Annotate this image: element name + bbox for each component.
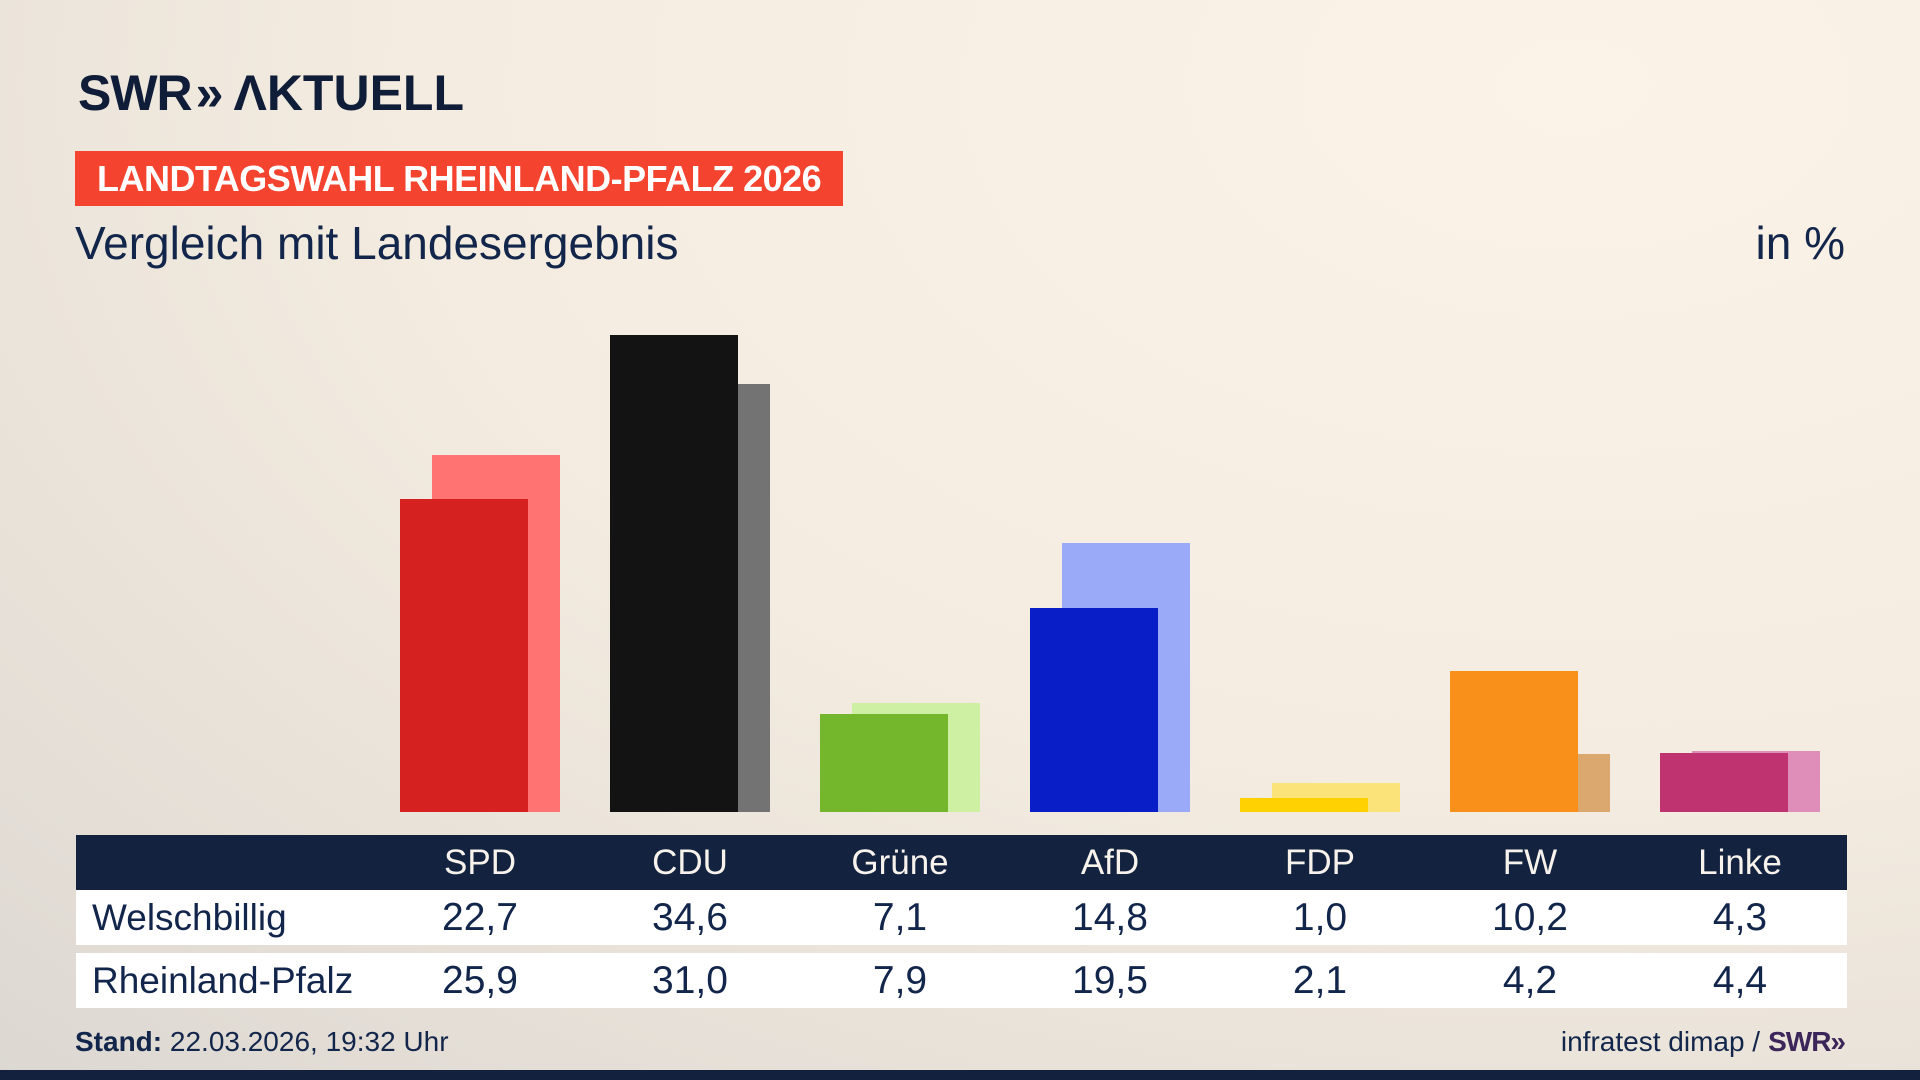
value-rheinland-pfalz-fdp: 2,1: [1292, 959, 1348, 1002]
value-welschbillig-fw: 10,2: [1492, 896, 1568, 939]
value-rheinland-pfalz-grüne: 7,9: [872, 959, 928, 1002]
title-row: Vergleich mit Landesergebnis in %: [75, 216, 1845, 272]
table-row-rheinland-pfalz: Rheinland-Pfalz 25,9 31,0 7,9 19,5 2,1 4,2 4,4: [76, 953, 1847, 1008]
value-welschbillig-afd: 14,8: [1072, 896, 1148, 939]
stand-value: 22.03.2026, 19:32 Uhr: [162, 1026, 449, 1057]
bar-welschbillig-cdu: [610, 335, 738, 812]
bar-welschbillig-fdp: [1240, 798, 1368, 812]
chart-title: Vergleich mit Landesergebnis: [75, 217, 679, 269]
row-label-welschbillig: Welschbillig: [92, 897, 287, 938]
column-header-afd: AfD: [1080, 843, 1140, 882]
value-welschbillig-cdu: 34,6: [652, 896, 728, 939]
bar-welschbillig-afd: [1030, 608, 1158, 812]
bar-welschbillig-spd: [400, 499, 528, 812]
value-welschbillig-fdp: 1,0: [1292, 896, 1348, 939]
timestamp: Stand: 22.03.2026, 19:32 Uhr: [75, 1026, 449, 1058]
column-header-grüne: Grüne: [851, 843, 949, 882]
swr-aktuell-logo: SWR» ΛKTUELL: [78, 64, 464, 122]
swr-brand-small: SWR»: [1768, 1026, 1846, 1057]
logo-aktuell-text: ΛKTUELL: [233, 65, 465, 121]
column-header-fdp: FDP: [1285, 843, 1355, 882]
value-welschbillig-grüne: 7,1: [872, 896, 928, 939]
stand-label: Stand:: [75, 1026, 163, 1057]
value-welschbillig-spd: 22,7: [442, 896, 518, 939]
table-header-row: SPD CDU Grüne AfD FDP FW Linke: [76, 835, 1847, 890]
double-chevron-icon: »: [195, 65, 224, 121]
column-header-cdu: CDU: [652, 843, 728, 882]
unit-label: in %: [1755, 217, 1845, 269]
value-rheinland-pfalz-cdu: 31,0: [652, 959, 728, 1002]
bar-welschbillig-linke: [1660, 753, 1788, 812]
column-header-fw: FW: [1502, 843, 1558, 882]
table-row-welschbillig: Welschbillig 22,7 34,6 7,1 14,8 1,0 10,2 4,3: [76, 890, 1847, 945]
column-header-linke: Linke: [1698, 843, 1782, 882]
source-text: infratest dimap /: [1560, 1026, 1761, 1057]
value-rheinland-pfalz-afd: 19,5: [1072, 959, 1148, 1002]
row-label-rheinland-pfalz: Rheinland-Pfalz: [92, 960, 354, 1001]
source-credit: infratest dimap / SWR»: [1560, 1026, 1846, 1058]
value-welschbillig-linke: 4,3: [1712, 896, 1768, 939]
bar-welschbillig-grüne: [820, 714, 948, 812]
logo-swr-text: SWR: [78, 65, 193, 121]
column-header-spd: SPD: [444, 843, 516, 882]
value-rheinland-pfalz-fw: 4,2: [1502, 959, 1558, 1002]
bottom-edge-bar: [0, 1070, 1920, 1080]
bar-welschbillig-fw: [1450, 671, 1578, 812]
value-rheinland-pfalz-linke: 4,4: [1712, 959, 1768, 1002]
value-rheinland-pfalz-spd: 25,9: [442, 959, 518, 1002]
election-badge: LANDTAGSWAHL RHEINLAND-PFALZ 2026: [75, 151, 844, 206]
